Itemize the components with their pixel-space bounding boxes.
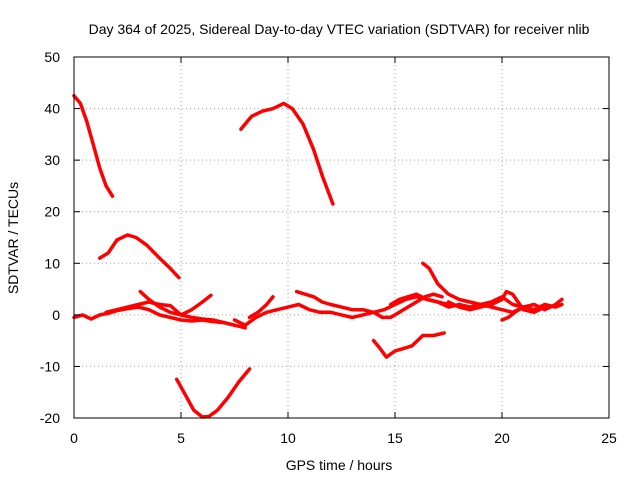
plot-frame [73, 56, 610, 419]
x-tick-label: 25 [601, 430, 617, 446]
x-axis-label: GPS time / hours [286, 457, 393, 473]
series-arc-11 [294, 289, 444, 320]
label-layer: 0 5 10 15 20 25 -20 -10 0 10 20 30 40 50 [40, 49, 617, 446]
series-arc-7 [104, 293, 213, 317]
series-arc-8 [138, 289, 237, 327]
x-tick-label: 10 [280, 430, 296, 446]
series-arc-14 [446, 289, 547, 315]
y-axis-label: SDTVAR / TECUs [5, 182, 21, 294]
grid-layer [74, 57, 609, 418]
y-tick-label: 0 [52, 307, 60, 323]
series-arc-12 [388, 292, 564, 312]
y-tick-label: 30 [44, 152, 60, 168]
series-arc-4 [174, 367, 252, 419]
y-tick-label: -10 [40, 358, 60, 374]
series-arc-10 [247, 295, 275, 320]
x-tick-label: 0 [70, 430, 78, 446]
y-tick-label: 40 [44, 101, 60, 117]
chart-title: Day 364 of 2025, Sidereal Day-to-day VTE… [89, 21, 590, 37]
x-tick-label: 5 [177, 430, 185, 446]
x-tick-label: 20 [494, 430, 510, 446]
x-tick-label: 15 [387, 430, 403, 446]
series-arc-3 [239, 101, 335, 206]
series-arc-9 [232, 295, 451, 327]
y-tick-label: -20 [40, 410, 60, 426]
series-arc-2 [97, 233, 181, 280]
y-tick-label: 20 [44, 204, 60, 220]
series-arc-15 [500, 305, 526, 322]
series-layer [72, 93, 564, 419]
series-arc-1 [72, 93, 115, 198]
y-tick-label: 10 [44, 255, 60, 271]
tick-layer [73, 56, 610, 419]
series-arc-5 [371, 331, 446, 359]
y-tick-label: 50 [44, 49, 60, 65]
